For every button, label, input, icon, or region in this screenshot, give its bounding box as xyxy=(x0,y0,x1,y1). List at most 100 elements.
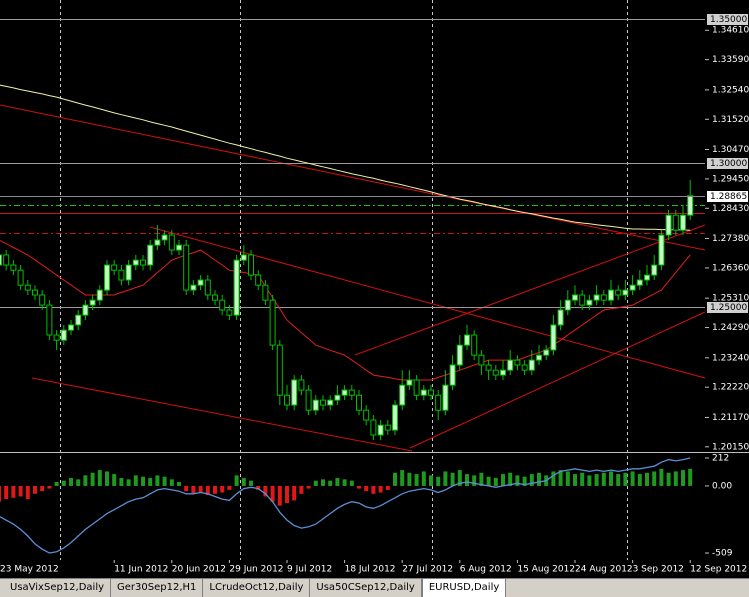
histogram-bar xyxy=(443,471,448,486)
histogram-bar xyxy=(227,485,232,490)
y-tick-label: 1.21170 xyxy=(712,413,749,423)
histogram-bar xyxy=(609,471,613,486)
candle-body xyxy=(356,394,362,411)
histogram-bar xyxy=(616,474,621,486)
histogram-bar xyxy=(659,468,664,486)
candle-body xyxy=(420,389,427,396)
candle-body xyxy=(39,294,46,306)
histogram-bar xyxy=(313,480,318,486)
moving-average xyxy=(0,84,691,231)
candle-body xyxy=(399,384,406,406)
candle-body xyxy=(89,299,96,306)
histogram-bar xyxy=(285,485,289,504)
candle-body xyxy=(586,299,593,306)
histogram-bar xyxy=(277,485,282,506)
histogram-bar xyxy=(335,478,340,486)
chart-tab[interactable]: EURUSD,Daily xyxy=(421,579,507,597)
candle-body xyxy=(348,389,355,396)
candle-body xyxy=(665,214,672,236)
candle-body xyxy=(644,274,650,281)
candle-body xyxy=(24,284,31,291)
candle-body xyxy=(514,359,521,366)
candle-body xyxy=(413,379,420,396)
histogram-bar xyxy=(0,485,1,502)
histogram-bar xyxy=(537,472,541,486)
candle-body xyxy=(536,354,542,361)
candle-body xyxy=(10,264,17,271)
candle-body xyxy=(140,259,146,266)
histogram-bar xyxy=(652,471,657,486)
histogram-bar xyxy=(493,478,498,486)
candle-body xyxy=(492,369,499,376)
histogram-bar xyxy=(349,480,354,486)
candle-body xyxy=(478,354,485,366)
indicator-line xyxy=(0,457,691,554)
y-tick-label: 1.28430 xyxy=(712,204,749,214)
histogram-bar xyxy=(457,470,462,486)
candle-body xyxy=(672,214,679,231)
x-tick-label: 24 Aug 2012 xyxy=(575,565,633,575)
candle-body xyxy=(406,379,413,386)
histogram-bar xyxy=(191,485,196,494)
chart-tab[interactable]: Ger30Sep12,H1 xyxy=(111,579,204,597)
candle-body xyxy=(312,399,319,411)
candle-body xyxy=(341,389,348,396)
histogram-bar xyxy=(83,475,88,486)
level-label-box xyxy=(707,302,748,313)
x-tick-label: 12 Sep 2012 xyxy=(690,565,747,575)
bid-label-box xyxy=(707,191,748,202)
candle-body xyxy=(392,404,398,431)
y-tick-label: 1.34610 xyxy=(712,26,749,36)
histogram-bar xyxy=(681,470,685,486)
chart-tab[interactable]: Usa50CSep12,Daily xyxy=(310,579,422,597)
histogram-bar xyxy=(522,476,527,486)
histogram-bar xyxy=(112,474,117,486)
histogram-bar xyxy=(623,472,628,486)
candle-body xyxy=(0,254,2,266)
histogram-bar xyxy=(234,475,239,486)
histogram-bar xyxy=(529,474,534,486)
x-tick-label: 29 Jun 2012 xyxy=(229,565,283,575)
histogram-bar xyxy=(155,475,160,486)
histogram-bar xyxy=(558,470,563,486)
candle-body xyxy=(3,254,10,266)
y-tick-label: 1.26360 xyxy=(712,263,749,273)
trendline xyxy=(0,104,706,251)
candle-body xyxy=(435,394,442,411)
candle-body xyxy=(550,324,557,351)
histogram-bar xyxy=(256,485,261,490)
candle-body xyxy=(600,294,607,301)
histogram-bar xyxy=(630,471,635,486)
candle-body xyxy=(125,264,132,281)
histogram-bar xyxy=(479,472,484,486)
chart-tab[interactable]: UsaVixSep12,Daily xyxy=(4,579,112,597)
candle-body xyxy=(471,334,478,356)
candle-body xyxy=(96,289,103,301)
candle-body xyxy=(53,334,60,341)
candle-body xyxy=(579,294,586,306)
candle-body xyxy=(629,284,636,291)
histogram-bar xyxy=(241,478,246,486)
histogram-bar xyxy=(249,480,253,486)
histogram-bar xyxy=(573,474,577,486)
histogram-bar xyxy=(18,485,23,497)
y-tick-label: 1.24290 xyxy=(712,323,749,333)
y-tick-label: 1.29450 xyxy=(712,174,749,184)
histogram-bar xyxy=(400,470,405,486)
candle-body xyxy=(68,324,74,331)
plot-layer: 1.34610 1.33590 1.32540 1.31520 1.30470 1.294… xyxy=(0,14,749,575)
histogram-bar xyxy=(184,485,189,492)
candle-body xyxy=(17,269,24,286)
candle-body xyxy=(658,234,665,266)
chart-tab[interactable]: LCrudeOct12,Daily xyxy=(203,579,311,597)
histogram-bar xyxy=(33,485,37,494)
y-tick-label: 1.30470 xyxy=(712,145,749,155)
histogram-bar xyxy=(357,485,361,489)
histogram-bar xyxy=(126,479,131,486)
indicator-y-tick-label: -509 xyxy=(712,549,733,559)
histogram-bar xyxy=(342,479,347,486)
candle-body xyxy=(615,289,622,296)
candle-body xyxy=(168,234,175,251)
histogram-bar xyxy=(169,479,174,486)
candle-body xyxy=(176,244,182,251)
